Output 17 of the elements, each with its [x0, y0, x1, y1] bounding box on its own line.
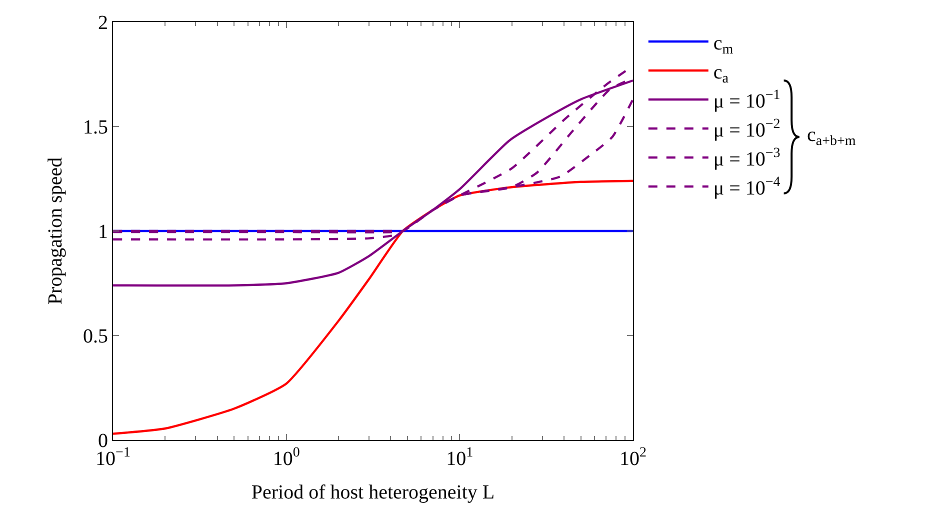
x-axis-title: Period of host heterogeneity L — [251, 482, 495, 504]
text: c$_{a+b+m}$ — [807, 124, 856, 150]
legend-label: μ = 10$^{−4}$ — [713, 174, 780, 200]
legend-label: μ = 10$^{−1}$ — [713, 88, 780, 112]
y-tick-label: 2 — [98, 12, 108, 34]
x-tick-label: 10$^{1}$ — [446, 446, 474, 470]
y-tick-label: 1 — [98, 221, 108, 243]
legend-label: μ = 10$^{−2}$ — [713, 116, 780, 142]
legend-label: c$_{a}$ — [713, 61, 730, 86]
legend-label: c$_{m}$ — [713, 32, 734, 58]
y-axis-title: Propagation speed — [44, 157, 66, 305]
x-tick-label: 10$^{0}$ — [272, 446, 300, 470]
y-tick-label: 1.5 — [83, 116, 108, 138]
y-tick-label: 0.5 — [83, 326, 108, 348]
x-tick-label: 10$^{2}$ — [620, 446, 646, 470]
y-tick-label: 0 — [98, 430, 108, 452]
legend-label: μ = 10$^{−3}$ — [713, 146, 780, 170]
